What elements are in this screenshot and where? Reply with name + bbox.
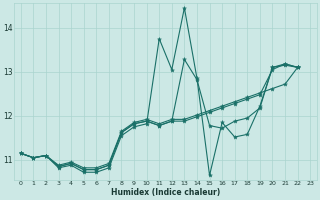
X-axis label: Humidex (Indice chaleur): Humidex (Indice chaleur) <box>111 188 220 197</box>
